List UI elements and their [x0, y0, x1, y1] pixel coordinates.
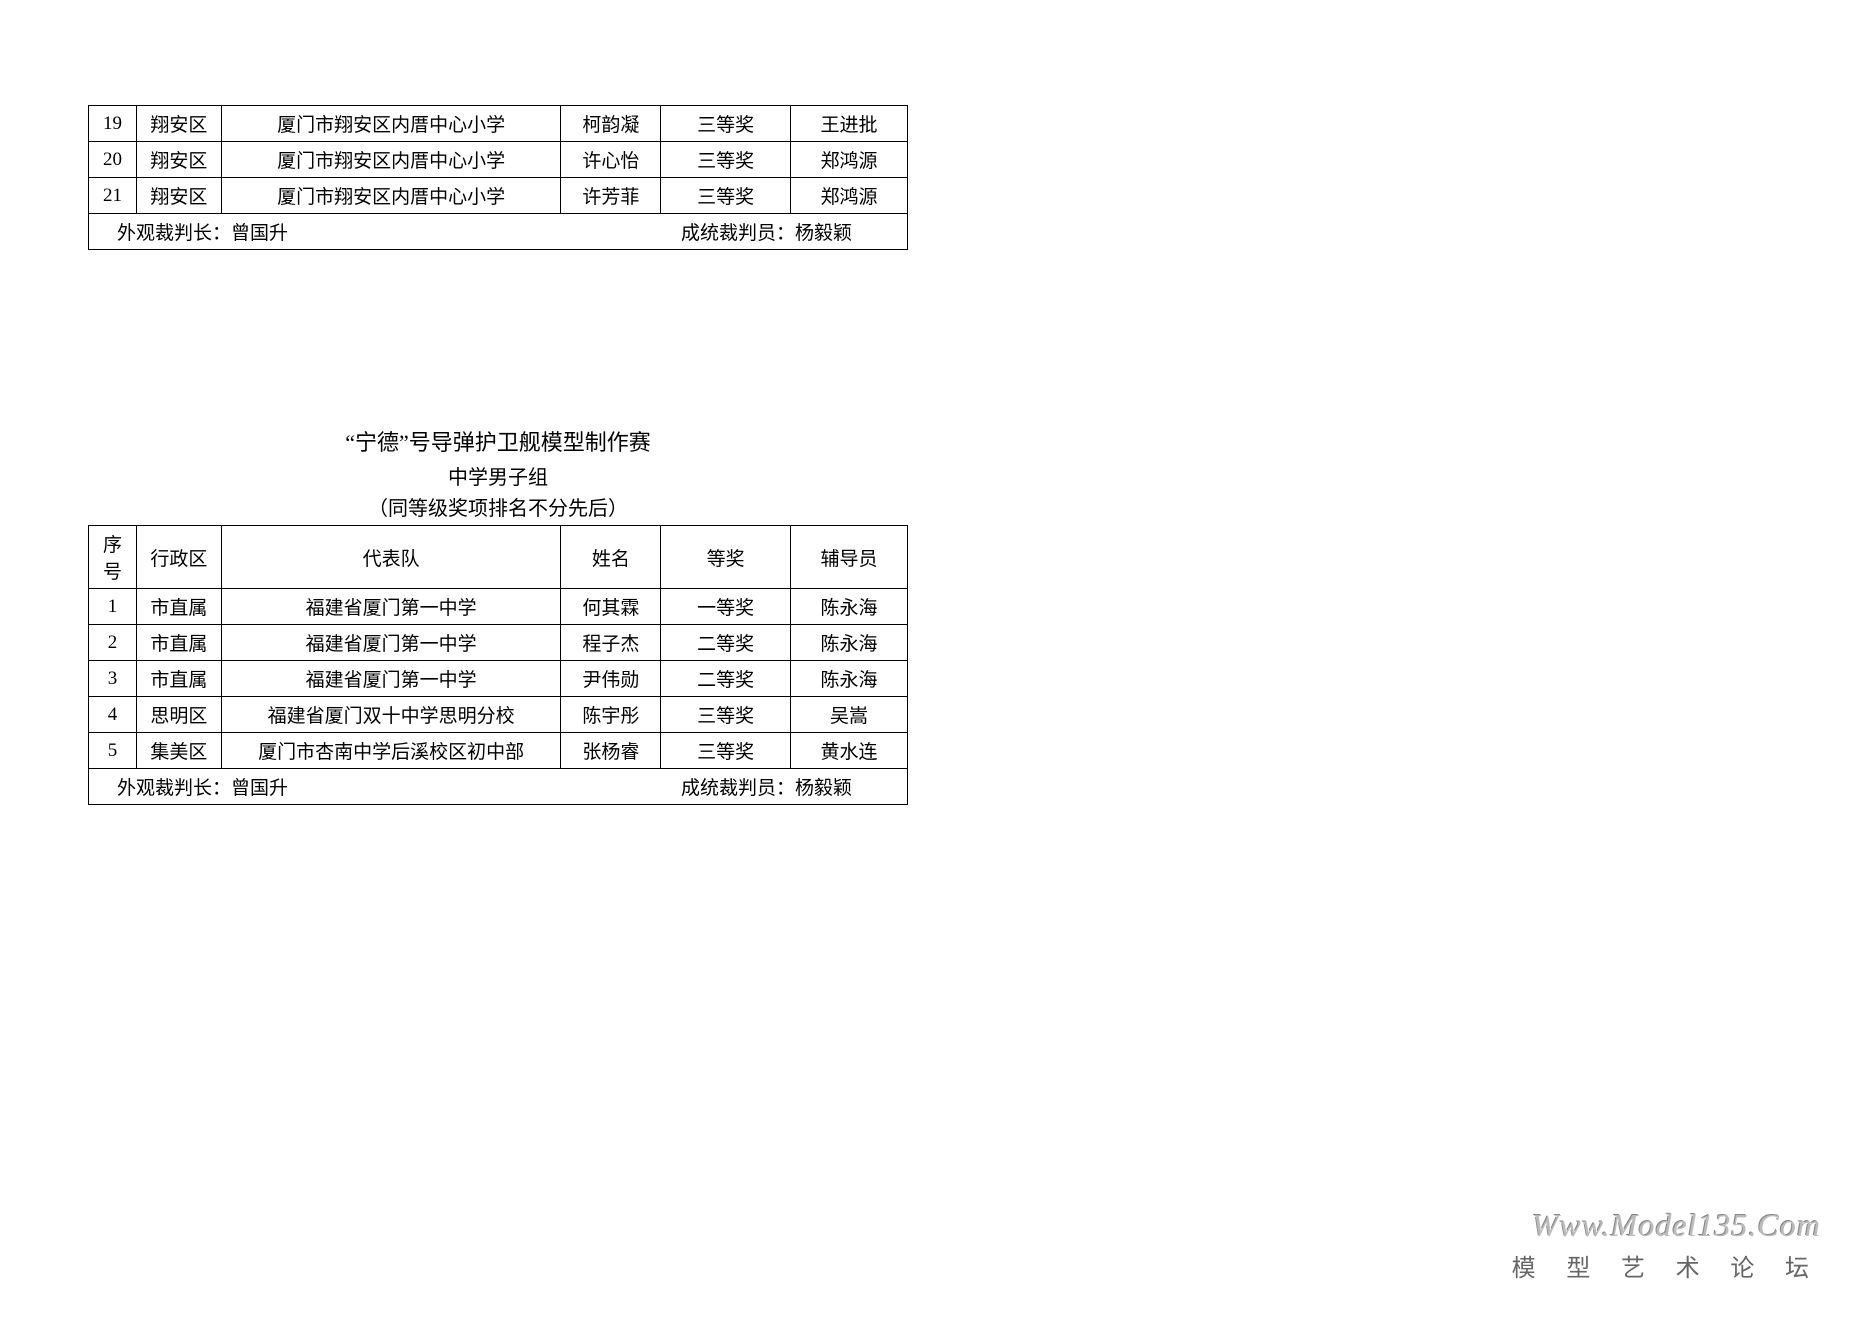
header-name: 姓名: [561, 526, 661, 589]
cell-name: 何其霖: [561, 589, 661, 625]
cell-no: 1: [89, 589, 137, 625]
watermark-text: 模 型 艺 术 论 坛: [1512, 1248, 1821, 1283]
cell-district: 市直属: [136, 625, 221, 661]
cell-no: 20: [89, 142, 137, 178]
cell-district: 市直属: [136, 589, 221, 625]
cell-advisor: 王进批: [791, 106, 908, 142]
cell-name: 许芳菲: [561, 178, 661, 214]
table-row: 20 翔安区 厦门市翔安区内厝中心小学 许心怡 三等奖 郑鸿源: [89, 142, 908, 178]
judge-chief-label: 外观裁判长：曾国升: [117, 218, 288, 245]
cell-award: 三等奖: [661, 733, 791, 769]
cell-no: 3: [89, 661, 137, 697]
cell-team: 厦门市杏南中学后溪校区初中部: [221, 733, 561, 769]
cell-no: 5: [89, 733, 137, 769]
header-district: 行政区: [136, 526, 221, 589]
cell-advisor: 陈永海: [791, 589, 908, 625]
judge-cell: 外观裁判长：曾国升 成统裁判员：杨毅颖: [89, 769, 908, 805]
section-note: （同等级奖项排名不分先后）: [88, 492, 908, 521]
page-content: 19 翔安区 厦门市翔安区内厝中心小学 柯韵凝 三等奖 王进批 20 翔安区 厦…: [88, 105, 908, 805]
table-header-row: 序号 行政区 代表队 姓名 等奖 辅导员: [89, 526, 908, 589]
watermark: Www.Model135.Com 模 型 艺 术 论 坛: [1512, 1207, 1821, 1283]
cell-team: 福建省厦门双十中学思明分校: [221, 697, 561, 733]
cell-district: 翔安区: [136, 142, 221, 178]
cell-advisor: 郑鸿源: [791, 142, 908, 178]
cell-advisor: 吴嵩: [791, 697, 908, 733]
cell-district: 市直属: [136, 661, 221, 697]
cell-name: 程子杰: [561, 625, 661, 661]
table-row: 1 市直属 福建省厦门第一中学 何其霖 一等奖 陈永海: [89, 589, 908, 625]
cell-district: 翔安区: [136, 106, 221, 142]
cell-name: 柯韵凝: [561, 106, 661, 142]
cell-award: 三等奖: [661, 106, 791, 142]
table-row: 19 翔安区 厦门市翔安区内厝中心小学 柯韵凝 三等奖 王进批: [89, 106, 908, 142]
cell-no: 2: [89, 625, 137, 661]
watermark-url: Www.Model135.Com: [1512, 1207, 1821, 1244]
cell-team: 厦门市翔安区内厝中心小学: [221, 178, 561, 214]
cell-team: 福建省厦门第一中学: [221, 661, 561, 697]
table-row: 21 翔安区 厦门市翔安区内厝中心小学 许芳菲 三等奖 郑鸿源: [89, 178, 908, 214]
table-row: 3 市直属 福建省厦门第一中学 尹伟勋 二等奖 陈永海: [89, 661, 908, 697]
cell-team: 厦门市翔安区内厝中心小学: [221, 106, 561, 142]
cell-advisor: 郑鸿源: [791, 178, 908, 214]
results-table-1: 19 翔安区 厦门市翔安区内厝中心小学 柯韵凝 三等奖 王进批 20 翔安区 厦…: [88, 105, 908, 250]
judge-stats-label: 成统裁判员：杨毅颖: [681, 773, 852, 800]
cell-name: 陈宇彤: [561, 697, 661, 733]
table-row: 5 集美区 厦门市杏南中学后溪校区初中部 张杨睿 三等奖 黄水连: [89, 733, 908, 769]
cell-award: 三等奖: [661, 142, 791, 178]
judge-chief-label: 外观裁判长：曾国升: [117, 773, 288, 800]
cell-name: 张杨睿: [561, 733, 661, 769]
cell-team: 厦门市翔安区内厝中心小学: [221, 142, 561, 178]
judge-stats-label: 成统裁判员：杨毅颖: [681, 218, 852, 245]
cell-name: 尹伟勋: [561, 661, 661, 697]
header-advisor: 辅导员: [791, 526, 908, 589]
results-table-2: 序号 行政区 代表队 姓名 等奖 辅导员 1 市直属 福建省厦门第一中学 何其霖…: [88, 525, 908, 805]
cell-name: 许心怡: [561, 142, 661, 178]
cell-district: 思明区: [136, 697, 221, 733]
cell-team: 福建省厦门第一中学: [221, 625, 561, 661]
cell-award: 一等奖: [661, 589, 791, 625]
section-title: “宁德”号导弹护卫舰模型制作赛: [88, 425, 908, 457]
cell-award: 三等奖: [661, 697, 791, 733]
judge-row: 外观裁判长：曾国升 成统裁判员：杨毅颖: [89, 769, 908, 805]
judge-row: 外观裁判长：曾国升 成统裁判员：杨毅颖: [89, 214, 908, 250]
header-no: 序号: [89, 526, 137, 589]
table-row: 2 市直属 福建省厦门第一中学 程子杰 二等奖 陈永海: [89, 625, 908, 661]
table-row: 4 思明区 福建省厦门双十中学思明分校 陈宇彤 三等奖 吴嵩: [89, 697, 908, 733]
cell-district: 集美区: [136, 733, 221, 769]
header-award: 等奖: [661, 526, 791, 589]
cell-award: 三等奖: [661, 178, 791, 214]
cell-no: 21: [89, 178, 137, 214]
cell-advisor: 黄水连: [791, 733, 908, 769]
cell-award: 二等奖: [661, 625, 791, 661]
header-team: 代表队: [221, 526, 561, 589]
cell-advisor: 陈永海: [791, 661, 908, 697]
judge-cell: 外观裁判长：曾国升 成统裁判员：杨毅颖: [89, 214, 908, 250]
cell-district: 翔安区: [136, 178, 221, 214]
cell-no: 19: [89, 106, 137, 142]
section-subtitle: 中学男子组: [88, 461, 908, 490]
cell-team: 福建省厦门第一中学: [221, 589, 561, 625]
cell-no: 4: [89, 697, 137, 733]
cell-award: 二等奖: [661, 661, 791, 697]
cell-advisor: 陈永海: [791, 625, 908, 661]
